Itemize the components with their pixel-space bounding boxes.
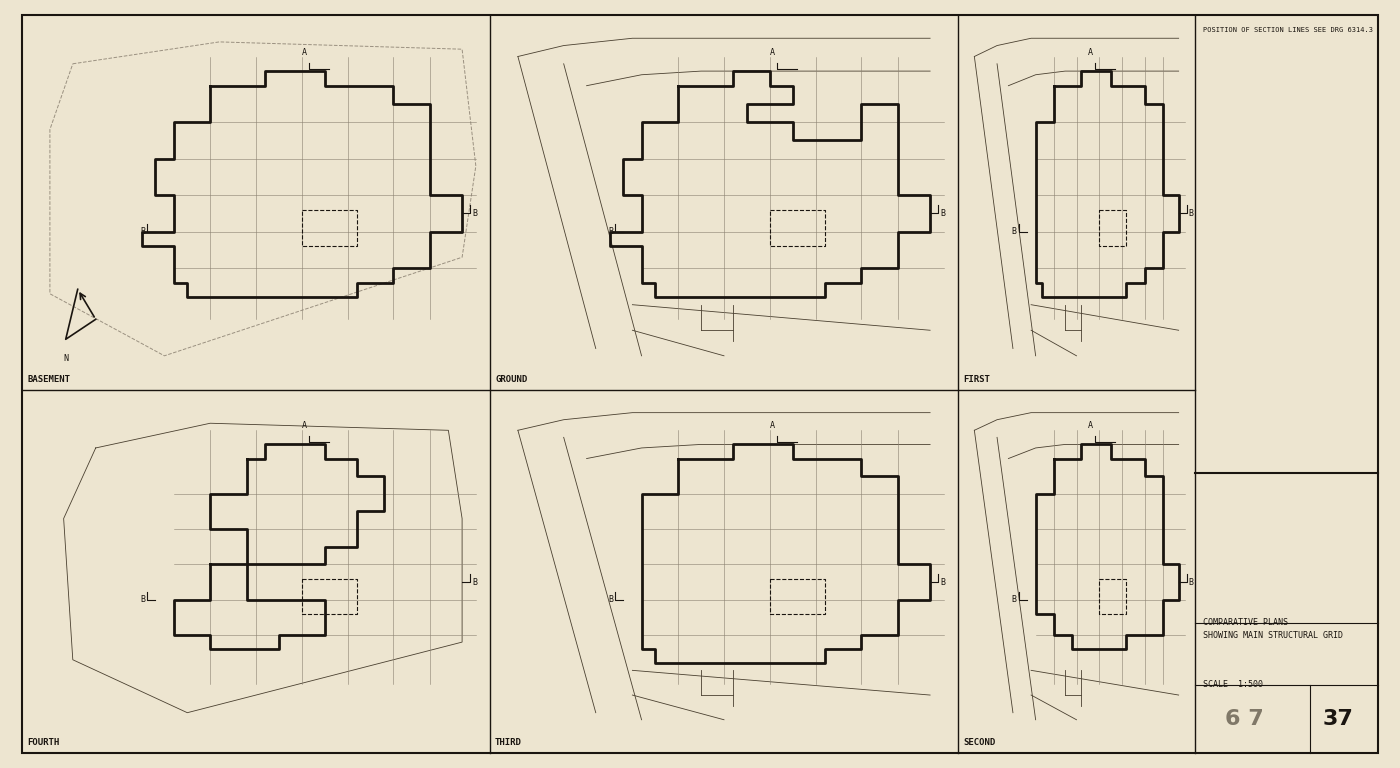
Text: A: A xyxy=(302,48,307,57)
Text: SCALE  1:500: SCALE 1:500 xyxy=(1203,680,1263,689)
Text: B: B xyxy=(1189,209,1194,218)
Text: GROUND: GROUND xyxy=(496,375,528,384)
Text: B: B xyxy=(608,595,613,604)
Text: 6 7: 6 7 xyxy=(1225,709,1264,729)
Text: A: A xyxy=(302,422,307,430)
Text: SECOND: SECOND xyxy=(963,738,995,747)
Text: B: B xyxy=(140,227,146,237)
Text: POSITION OF SECTION LINES SEE DRG 6314.3: POSITION OF SECTION LINES SEE DRG 6314.3 xyxy=(1203,27,1373,33)
FancyBboxPatch shape xyxy=(22,15,1378,753)
Text: A: A xyxy=(1088,48,1092,57)
Text: 37: 37 xyxy=(1322,709,1354,729)
Text: COMPARATIVE PLANS
SHOWING MAIN STRUCTURAL GRID: COMPARATIVE PLANS SHOWING MAIN STRUCTURA… xyxy=(1203,618,1343,641)
Text: A: A xyxy=(1088,422,1092,430)
Text: B: B xyxy=(941,578,945,587)
Text: THIRD: THIRD xyxy=(496,738,522,747)
Text: B: B xyxy=(472,578,477,587)
Text: B: B xyxy=(1189,578,1194,587)
Text: B: B xyxy=(1012,227,1016,237)
Text: B: B xyxy=(1012,595,1016,604)
Text: N: N xyxy=(63,354,69,363)
Text: A: A xyxy=(770,422,774,430)
Text: B: B xyxy=(472,209,477,218)
Text: A: A xyxy=(770,48,774,57)
Text: FIRST: FIRST xyxy=(963,375,990,384)
Text: B: B xyxy=(941,209,945,218)
Text: B: B xyxy=(608,227,613,237)
Text: B: B xyxy=(140,595,146,604)
Text: FOURTH: FOURTH xyxy=(27,738,59,747)
Text: BASEMENT: BASEMENT xyxy=(27,375,70,384)
